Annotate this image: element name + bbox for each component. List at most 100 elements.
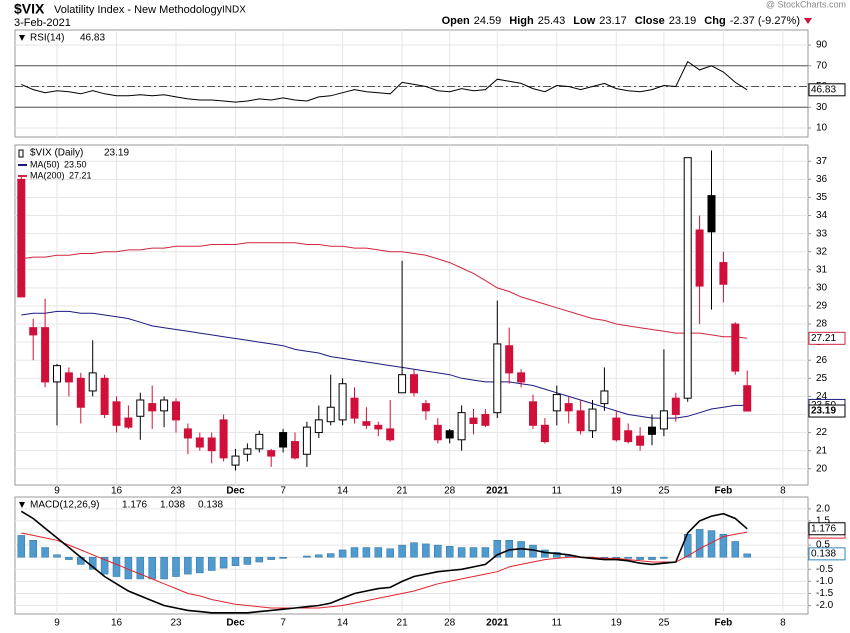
x-tick-label: 16: [111, 486, 123, 497]
value-tag-label: 0.138: [811, 548, 836, 559]
candle-body: [731, 323, 740, 372]
candle-body: [17, 178, 26, 298]
candle-body: [552, 394, 561, 412]
x-tick-label: 8: [780, 486, 786, 497]
histogram-bar: [65, 556, 73, 560]
candle-body: [64, 372, 73, 383]
histogram-bar: [267, 556, 275, 560]
legend-value: 1.176: [122, 500, 147, 511]
candle-body: [457, 412, 466, 441]
legend-value: 23.19: [104, 148, 129, 159]
exchange: INDX: [222, 5, 246, 16]
candle-body: [279, 432, 288, 448]
histogram-bar: [172, 556, 180, 577]
quote-value: 25.43: [538, 15, 566, 27]
quote-value: -2.37 (-9.27%): [730, 15, 800, 27]
value-tag-label: 1.176: [811, 523, 836, 534]
histogram-bar: [719, 533, 728, 558]
legend-name: MA(200): [30, 170, 65, 180]
candle-body: [588, 408, 597, 432]
histogram-bar: [386, 548, 394, 558]
candle-body: [76, 377, 85, 408]
candle-body: [469, 417, 478, 425]
histogram-bar: [350, 547, 359, 558]
histogram-bar: [422, 543, 430, 558]
y-tick-label: 28: [816, 319, 828, 330]
y-tick-label: 30: [816, 102, 828, 113]
legend-name: MACD(12,26,9): [30, 500, 99, 511]
histogram-bar: [255, 556, 264, 563]
y-tick-label: -1.5: [816, 588, 834, 599]
candle-body: [576, 410, 585, 432]
value-tag-label: 23.19: [811, 406, 836, 417]
candle-body: [540, 424, 549, 443]
histogram-bar: [160, 556, 168, 580]
quote-label: Close: [635, 15, 665, 27]
candle-body: [136, 399, 145, 417]
legend-value: 23.50: [64, 159, 87, 169]
candle-body: [421, 403, 430, 412]
candle-body: [719, 262, 728, 285]
candle-body: [195, 437, 204, 448]
histogram-bar: [231, 556, 240, 566]
histogram-bar: [219, 556, 228, 569]
candle-body: [53, 365, 61, 383]
candle-body: [505, 345, 514, 374]
histogram-bar: [362, 547, 371, 558]
y-tick-label: 30: [816, 283, 828, 294]
x-tick-label: 8: [780, 618, 786, 629]
quote: Open 24.59 High 25.43 Low 23.17 Close 23.19 Chg -…: [442, 15, 800, 27]
down-arrow: [804, 18, 812, 24]
y-tick-label: 31: [816, 264, 828, 275]
value-tag-label: 46.83: [811, 84, 836, 95]
y-tick-label: 25: [816, 373, 828, 384]
legend-marker: [19, 502, 25, 508]
candle-body: [100, 377, 109, 415]
x-tick-label: 7: [280, 618, 286, 629]
x-tick-label: Feb: [715, 486, 733, 497]
y-tick-label: 37: [816, 156, 828, 167]
candle-body: [124, 417, 133, 428]
histogram-bar: [457, 547, 466, 558]
legend-value: 27.21: [69, 170, 92, 180]
candle-body: [350, 397, 359, 419]
legend-value: 1.038: [160, 500, 185, 511]
candle-body: [517, 372, 526, 383]
histogram-bar: [53, 554, 61, 558]
candle-body: [433, 424, 442, 441]
histogram-bar: [184, 556, 192, 575]
x-tick-label: 23: [170, 618, 182, 629]
series-line: [21, 531, 748, 609]
candle-body: [707, 195, 716, 233]
y-tick-label: 1.5: [816, 516, 830, 527]
y-tick-label: 0.5: [816, 540, 830, 551]
histogram-bar: [624, 556, 632, 559]
legend-name: RSI(14): [30, 33, 64, 44]
x-tick-label: 28: [444, 618, 456, 629]
candle-body: [600, 390, 609, 405]
value-tag: [808, 331, 846, 345]
x-tick-label: 25: [658, 486, 670, 497]
date: 3-Feb-2021: [14, 17, 71, 29]
x-tick-label: 9: [54, 618, 60, 629]
value-tag: [808, 404, 846, 418]
quote-label: Chg: [704, 15, 725, 27]
histogram-bar: [648, 556, 656, 560]
x-tick-label: 21: [397, 486, 409, 497]
value-tag-label: 27.21: [811, 333, 836, 344]
histogram-bar: [148, 556, 156, 580]
x-tick-label: 21: [397, 618, 409, 629]
candle-body: [612, 417, 621, 441]
candle-body: [41, 327, 50, 383]
candle-body: [529, 401, 537, 426]
x-tick-label: 19: [611, 486, 623, 497]
histogram-bar: [743, 553, 751, 558]
x-tick-label: Feb: [715, 618, 733, 629]
candle-body: [207, 437, 216, 452]
candle-body: [481, 413, 490, 426]
quote-value: 23.19: [669, 15, 697, 27]
x-tick-label: Dec: [226, 486, 245, 497]
y-tick-label: 22: [816, 427, 828, 438]
candle-body: [493, 343, 502, 414]
